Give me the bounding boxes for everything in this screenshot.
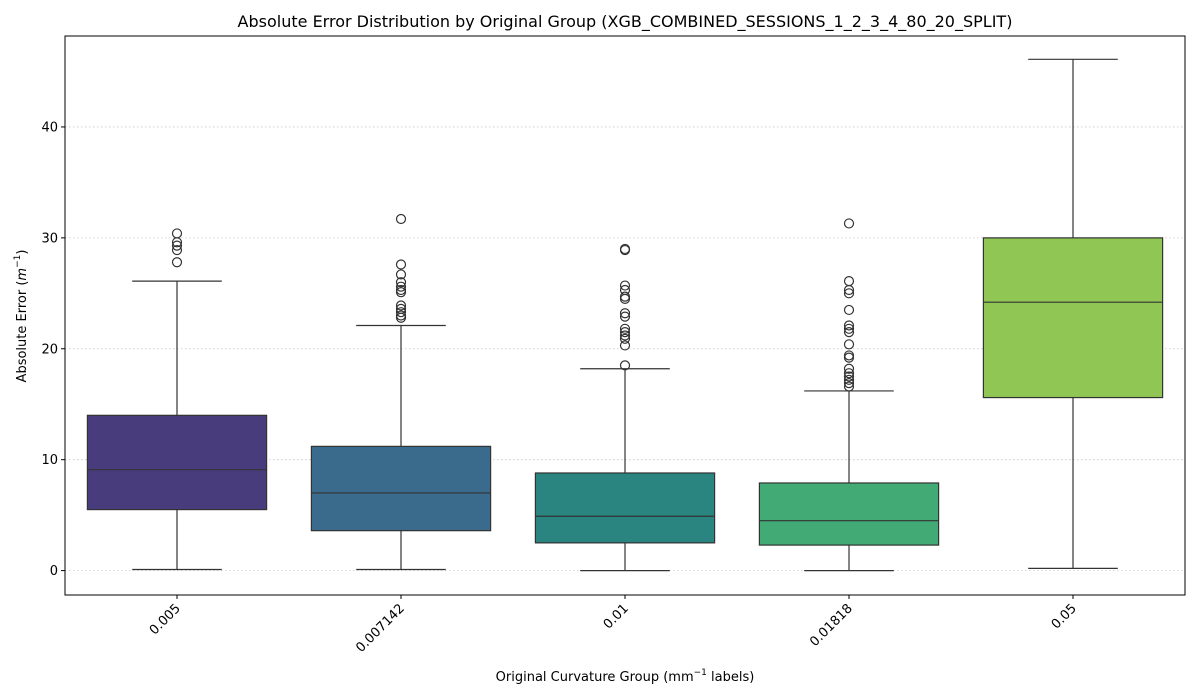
outlier-point xyxy=(843,378,855,389)
outlier-point xyxy=(395,300,407,311)
outlier-point xyxy=(395,303,407,314)
outlier-point xyxy=(843,371,855,382)
y-tick-label: 10 xyxy=(41,453,58,468)
outlier-point xyxy=(619,311,631,322)
outlier-point xyxy=(395,307,407,318)
boxes xyxy=(86,58,1164,572)
outlier-point xyxy=(619,280,631,291)
outlier-point xyxy=(843,320,855,331)
outlier-point xyxy=(395,213,407,225)
outlier-point xyxy=(619,284,631,296)
chart-title: Absolute Error Distribution by Original … xyxy=(238,12,1013,32)
iqr-box xyxy=(758,482,940,546)
y-tick-label: 0 xyxy=(50,564,58,579)
outlier-point xyxy=(843,363,855,374)
outlier-point xyxy=(395,281,407,292)
iqr-box xyxy=(534,472,716,544)
outlier-point xyxy=(619,330,631,341)
x-axis-label: Original Curvature Group (mm−1 labels) xyxy=(496,668,755,685)
outlier-point xyxy=(619,340,631,351)
outlier-point xyxy=(619,333,631,344)
outlier-point xyxy=(395,269,407,280)
outlier-point xyxy=(171,257,183,268)
x-tick-label: 0.005 xyxy=(147,601,184,638)
outlier-point xyxy=(619,308,631,319)
outlier-point xyxy=(171,240,183,251)
outlier-point xyxy=(843,339,855,350)
y-tick-label: 20 xyxy=(41,342,58,357)
box-group-0.01 xyxy=(534,243,716,572)
box-group-0.01818 xyxy=(758,218,940,572)
y-axis-label: Absolute Error (m−1) xyxy=(13,250,30,383)
outlier-point xyxy=(843,323,855,334)
outlier-point xyxy=(843,350,855,361)
outlier-point xyxy=(843,381,855,392)
iqr-box xyxy=(982,237,1164,399)
outlier-point xyxy=(171,228,183,239)
outlier-point xyxy=(619,360,631,371)
outlier-point xyxy=(843,368,855,379)
x-tick-label: 0.01818 xyxy=(807,601,856,650)
outlier-point xyxy=(619,293,631,304)
outlier-point xyxy=(395,284,407,296)
outlier-point xyxy=(619,243,631,255)
iqr-box xyxy=(310,445,492,532)
box-group-0.05 xyxy=(982,58,1164,569)
x-tick-label: 0.05 xyxy=(1049,601,1080,632)
outlier-point xyxy=(843,327,855,338)
outlier-point xyxy=(171,244,183,256)
box-group-0.007142 xyxy=(310,213,492,571)
x-axis-ticks: 0.005 0.007142 0.01 0.01818 0.05 xyxy=(147,595,1080,656)
outlier-point xyxy=(843,374,855,385)
outlier-point xyxy=(843,218,855,229)
outlier-point xyxy=(619,323,631,334)
y-tick-label: 40 xyxy=(41,120,58,135)
outlier-point xyxy=(843,304,855,316)
outlier-point xyxy=(843,276,855,287)
y-tick-label: 30 xyxy=(41,231,58,246)
iqr-box xyxy=(86,414,268,511)
x-tick-label: 0.01 xyxy=(601,601,632,632)
outlier-point xyxy=(619,327,631,338)
outlier-point xyxy=(395,310,407,321)
outlier-point xyxy=(843,352,855,363)
outlier-point xyxy=(395,277,407,288)
box-group-0.005 xyxy=(86,228,268,571)
outlier-point xyxy=(395,259,407,270)
y-axis-ticks: 0 10 20 30 40 xyxy=(41,120,65,579)
outlier-point xyxy=(843,288,855,299)
outlier-point xyxy=(619,291,631,302)
x-tick-label: 0.007142 xyxy=(353,601,407,655)
